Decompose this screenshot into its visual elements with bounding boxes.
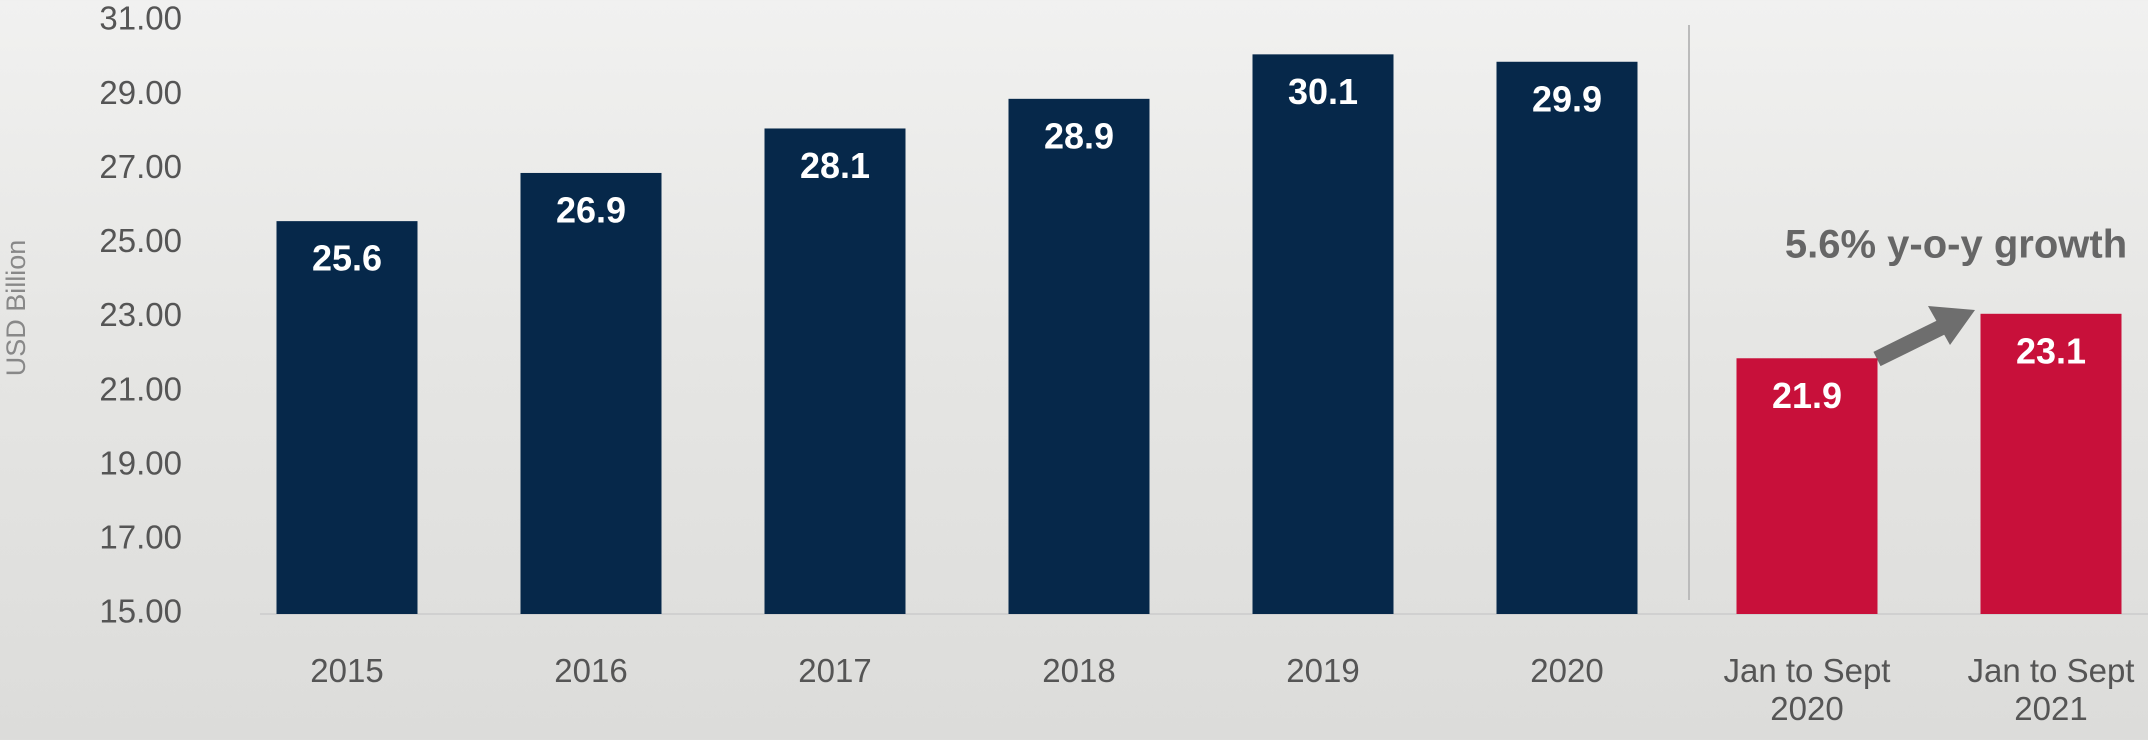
x-tick-label: 2015 [310,652,384,689]
x-tick-label: 2017 [798,652,872,689]
bar [1736,358,1878,614]
bar [520,172,662,615]
bar [1252,54,1394,614]
y-tick-label: 31.00 [99,0,182,37]
annotation: 5.6% y-o-y growth [1785,223,2127,267]
x-tick-label: Jan to Sept 2020 [1723,652,1891,727]
y-tick-label: 19.00 [99,444,182,481]
y-tick-label: 15.00 [99,593,182,630]
y-tick-label: 27.00 [99,148,182,185]
bar [764,128,906,614]
y-axis-label: USD Billion [1,240,31,377]
growth-arrow [1873,306,1975,367]
y-tick-label: 17.00 [99,519,182,556]
value-label: 29.9 [1532,78,1602,119]
x-tick-label: 2016 [554,652,628,689]
y-tick-label: 21.00 [99,370,182,407]
bar [1008,98,1150,615]
y-tick-label: 23.00 [99,296,182,333]
value-label: 30.1 [1288,71,1358,112]
x-tick-label: 2020 [1530,652,1604,689]
y-tick-label: 25.00 [99,222,182,259]
x-tick-label: Jan to Sept 2021 [1967,652,2135,727]
bar [1980,313,2122,614]
value-label: 25.6 [312,238,382,279]
value-label: 23.1 [2016,330,2086,371]
bar [276,221,418,614]
bar [1496,61,1638,615]
value-label: 28.9 [1044,115,1114,156]
value-label: 26.9 [556,189,626,230]
value-label: 28.1 [800,145,870,186]
x-tick-label: 2019 [1286,652,1360,689]
value-label: 21.9 [1772,375,1842,416]
y-tick-label: 29.00 [99,74,182,111]
x-tick-label: 2018 [1042,652,1116,689]
